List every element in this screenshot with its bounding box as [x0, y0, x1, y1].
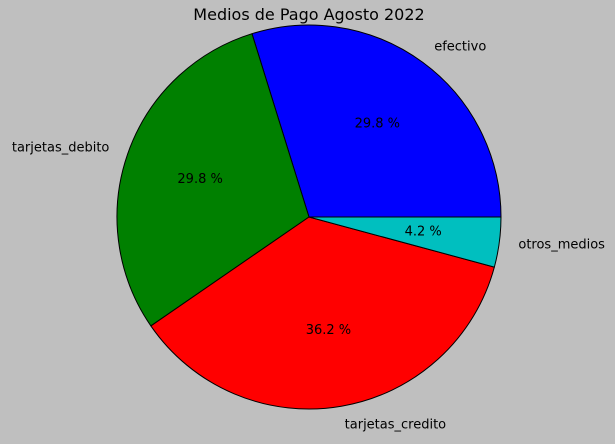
slice-label-efectivo: efectivo [434, 39, 486, 54]
pie-slice-tarjetas-credito [150, 216, 495, 410]
pie-slice-otros-medios [308, 216, 502, 268]
chart-title: Medios de Pago Agosto 2022 [193, 5, 424, 24]
slice-label-tarjetas-debito: tarjetas_debito [12, 140, 110, 155]
slice-percent-efectivo: 29.8 % [355, 117, 400, 132]
slice-percent-tarjetas-debito: 29.8 % [177, 172, 222, 187]
slice-label-tarjetas-credito: tarjetas_credito [345, 418, 447, 433]
slice-percent-otros-medios: 4.2 % [405, 225, 442, 240]
pie-slice-tarjetas-debito [116, 33, 310, 327]
slice-label-otros-medios: otros_medios [518, 237, 605, 252]
pie-slice-efectivo [251, 24, 502, 218]
slice-percent-tarjetas-credito: 36.2 % [306, 323, 351, 338]
